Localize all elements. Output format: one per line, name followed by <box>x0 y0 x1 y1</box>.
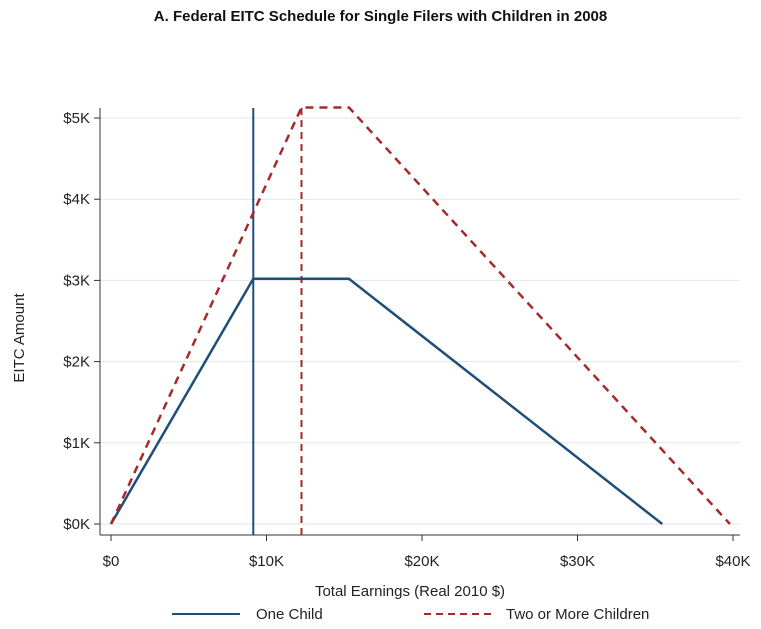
axes <box>99 108 740 536</box>
y-axis-title: EITC Amount <box>11 293 28 383</box>
legend-label-two-or-more: Two or More Children <box>506 606 649 623</box>
legend-label-one-child: One Child <box>256 606 323 623</box>
y-tick-label: $2K <box>63 354 90 371</box>
x-tick-label: $0 <box>103 553 120 570</box>
reference-lines <box>252 108 303 535</box>
series-line-two-or-more-children <box>109 106 731 525</box>
y-tick-label: $4K <box>63 191 90 208</box>
x-axis-title: Total Earnings (Real 2010 $) <box>315 583 505 600</box>
chart-title: A. Federal EITC Schedule for Single File… <box>153 8 608 25</box>
x-tick-label: $40K <box>715 553 750 570</box>
y-tick-label: $1K <box>63 435 90 452</box>
y-tick-label: $0K <box>63 516 90 533</box>
data-series <box>109 106 731 525</box>
grid-lines <box>100 117 740 525</box>
x-tick-label: $20K <box>404 553 439 570</box>
x-tick-label: $10K <box>249 553 284 570</box>
x-tick-label: $30K <box>560 553 595 570</box>
tick-labels: $0K $1K $2K $3K $4K $5K $0 $10K $20K $30K $40K <box>63 110 750 570</box>
legend: One Child Two or More Children <box>172 606 649 623</box>
y-tick-label: $3K <box>63 272 90 289</box>
series-line-one-child <box>109 277 664 525</box>
y-tick-label: $5K <box>63 110 90 127</box>
